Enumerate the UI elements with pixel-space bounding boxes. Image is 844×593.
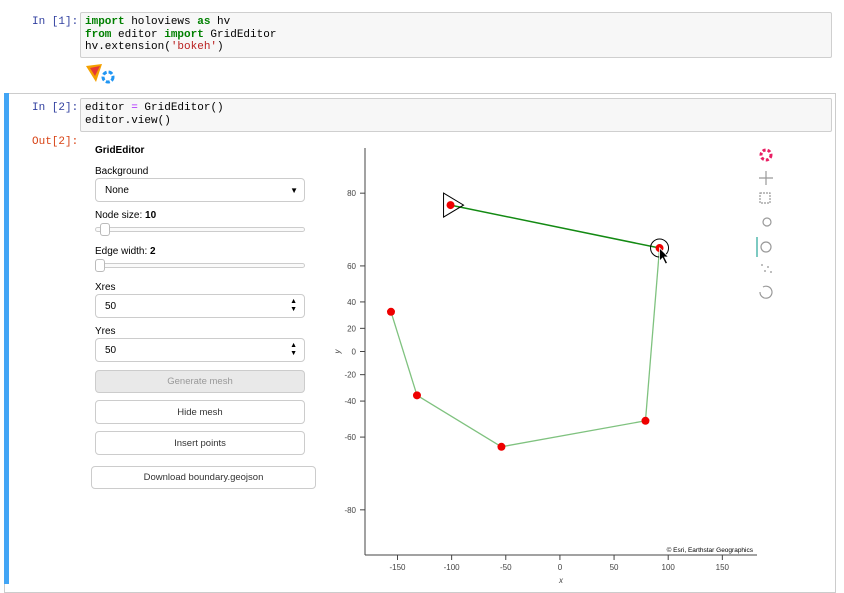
caret: ▼: [290, 185, 298, 195]
spinner[interactable]: 50 ▲ ▼: [95, 294, 305, 318]
code-token: import: [164, 28, 204, 41]
code-line: editor.view(): [85, 115, 827, 128]
label: Yres: [95, 326, 116, 337]
code-token: as: [197, 16, 211, 28]
point: [497, 442, 506, 451]
logo-tool[interactable]: [759, 148, 773, 162]
slider-track[interactable]: [95, 227, 305, 232]
code-line: import holoviews as hv: [85, 16, 827, 29]
code-token: holoviews: [124, 16, 198, 28]
prompt: In [1]:: [32, 16, 79, 28]
code-cell[interactable]: import holoviews as hv from editor import…: [80, 12, 832, 58]
attribution: © Esri, Earthstar Geographics: [667, 546, 754, 554]
label-value: 10: [145, 210, 157, 221]
label-text: Node size:: [95, 210, 146, 221]
point: [386, 307, 395, 316]
draw-cursor-triangle: [443, 192, 465, 218]
x-tick-label: 50: [610, 563, 619, 572]
code-token: editor.view(): [85, 114, 171, 127]
label: Xres: [95, 282, 116, 293]
x-axis-label: x: [558, 576, 564, 584]
label: Edge width: 2: [95, 246, 156, 257]
point: [446, 201, 455, 210]
button[interactable]: Hide mesh: [95, 400, 305, 424]
edge: [416, 394, 502, 448]
y-tick-label: 20: [347, 324, 356, 333]
point: [641, 416, 650, 425]
label: Background: [95, 166, 149, 177]
code-token: from: [85, 28, 112, 41]
x-tick-label: -100: [444, 563, 461, 572]
x-tick-label: -150: [389, 563, 406, 572]
y-tick-label: -80: [344, 506, 356, 515]
point: [412, 391, 421, 400]
code-token: import: [85, 16, 125, 28]
x-tick-label: 150: [716, 563, 730, 572]
code-token: editor: [111, 28, 165, 41]
spinner-value: 50: [105, 344, 117, 356]
widget-title: GridEditor: [95, 145, 145, 156]
label-text: Edge width:: [95, 246, 151, 257]
out-prompt: Out[2]:: [32, 136, 79, 148]
button[interactable]: Download boundary.geojson: [91, 466, 316, 489]
point-draw-tool[interactable]: [760, 241, 772, 253]
spinner-value: 50: [105, 300, 117, 312]
code-token: ): [217, 41, 224, 53]
wheel-zoom-tool[interactable]: [762, 217, 772, 227]
edge: [450, 204, 660, 249]
code-token: 'bokeh': [170, 41, 218, 53]
label: Node size: 10: [95, 210, 156, 221]
code-line: from editor import GridEditor: [85, 29, 827, 42]
x-tick-label: 100: [662, 563, 676, 572]
code-line: editor = GridEditor(): [85, 102, 827, 115]
y-tick-label: 0: [352, 348, 357, 357]
y-tick-label: 40: [347, 298, 356, 307]
y-tick-label: -20: [344, 371, 356, 380]
prompt: In [2]:: [32, 102, 79, 114]
y-tick-label: -60: [344, 433, 356, 442]
cell-2-selection-bar: [4, 93, 9, 584]
y-tick-label: 60: [347, 262, 356, 271]
edge: [644, 247, 661, 421]
code-cell[interactable]: editor = GridEditor() editor.view(): [80, 98, 832, 132]
select-value: None: [105, 184, 129, 196]
pan-tool[interactable]: [759, 171, 773, 185]
select[interactable]: None ▼: [95, 178, 305, 202]
edge: [390, 311, 418, 396]
edge: [501, 420, 646, 448]
reset-tool[interactable]: [759, 285, 773, 299]
code-line: hv.extension('bokeh'): [85, 41, 827, 54]
slider-handle[interactable]: [95, 259, 105, 272]
code-token: hv: [210, 16, 231, 28]
code-token: GridEditor(): [137, 102, 224, 114]
mouse-cursor: [659, 247, 670, 265]
button[interactable]: Insert points: [95, 431, 305, 455]
code-token: =: [131, 102, 138, 114]
code-token: editor: [85, 102, 132, 114]
spinner[interactable]: 50 ▲ ▼: [95, 338, 305, 362]
x-tick-label: -50: [500, 563, 512, 572]
slider-handle[interactable]: [100, 223, 110, 236]
label-value: 2: [150, 246, 156, 257]
poly-tool[interactable]: [761, 264, 772, 273]
y-axis-label: y: [333, 349, 342, 355]
spin-arrows[interactable]: ▲ ▼: [290, 298, 297, 313]
code-token: GridEditor: [203, 28, 277, 41]
holoviews-logo: [86, 64, 115, 84]
button-disabled: Generate mesh: [95, 370, 305, 393]
toolbar: [756, 148, 773, 299]
y-tick-label: 80: [347, 189, 356, 198]
code-token: hv.extension(: [85, 41, 171, 53]
box-zoom-tool[interactable]: [759, 192, 771, 204]
y-tick-label: -40: [344, 397, 356, 406]
x-tick-label: 0: [558, 563, 563, 572]
spin-arrows[interactable]: ▲ ▼: [290, 342, 297, 357]
